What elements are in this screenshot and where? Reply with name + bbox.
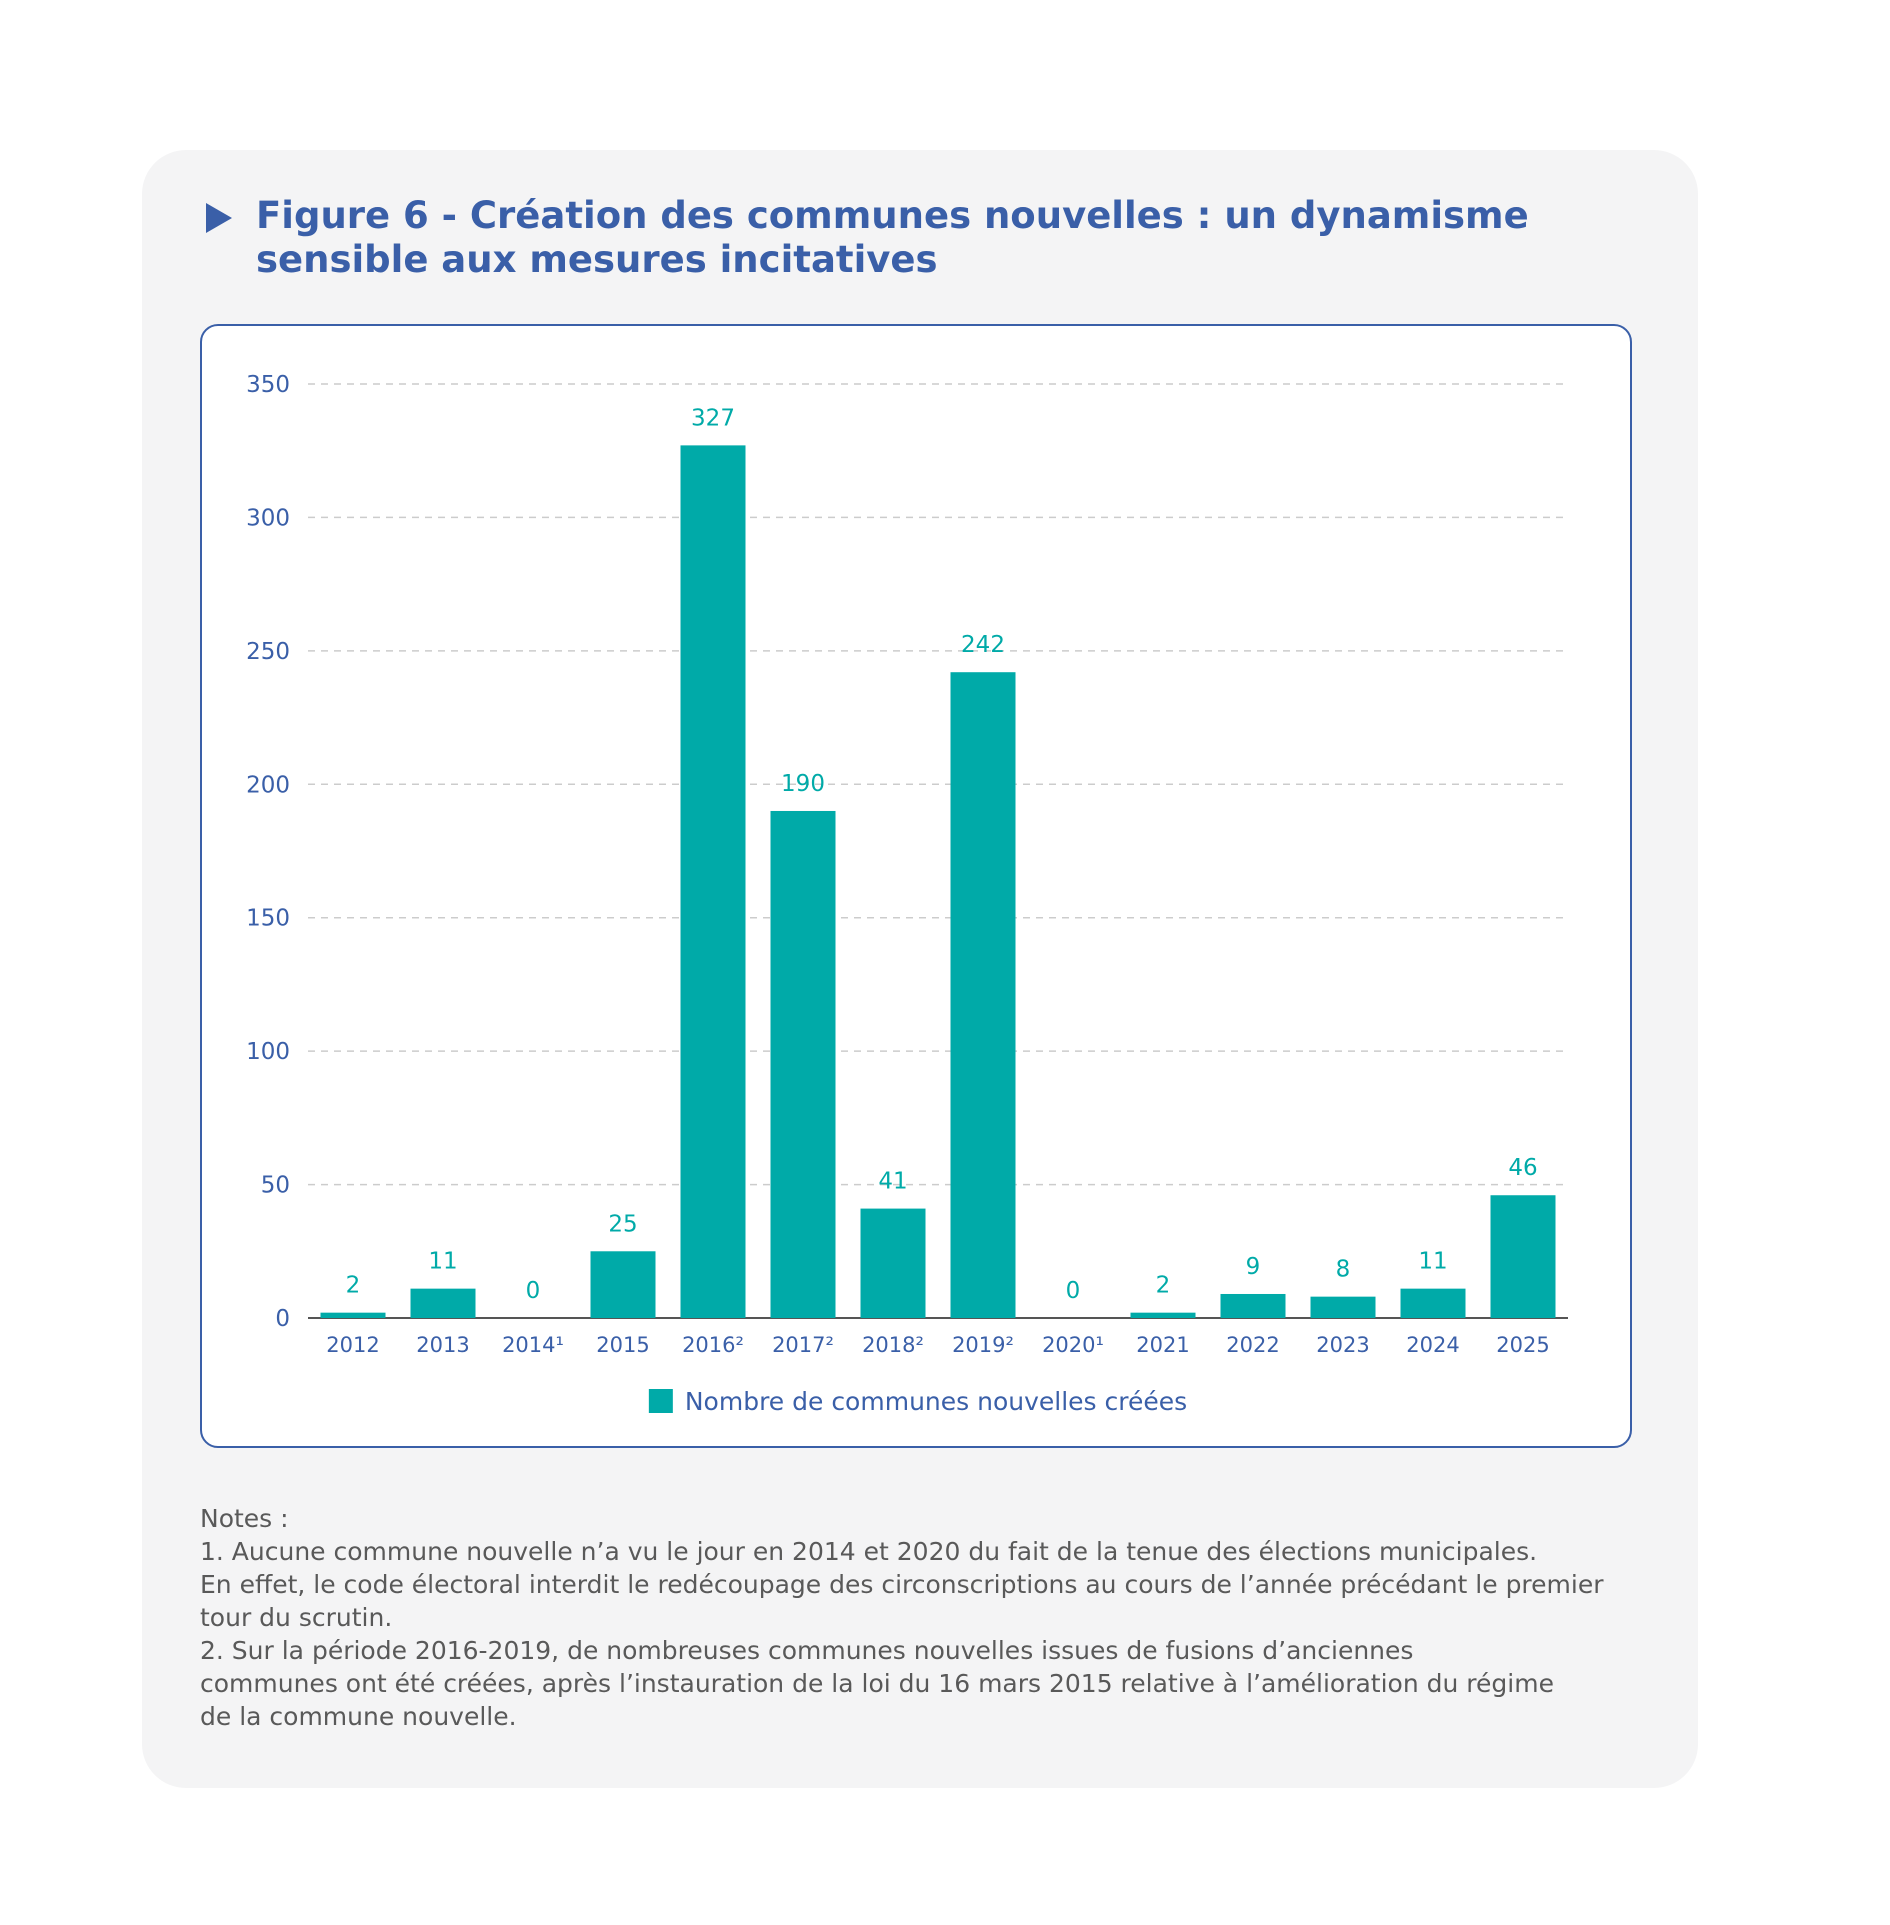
y-tick-label: 100 bbox=[246, 1039, 290, 1065]
bar bbox=[590, 1251, 656, 1318]
x-tick-label: 2022 bbox=[1226, 1333, 1279, 1357]
y-tick-label: 350 bbox=[246, 372, 290, 398]
x-tick-label: 2023 bbox=[1316, 1333, 1369, 1357]
bar bbox=[680, 445, 746, 1318]
bar-chart: 0501001502002503003502201211201302014¹25… bbox=[246, 372, 1568, 1416]
data-label: 2 bbox=[346, 1273, 361, 1299]
note-line: tour du scrutin. bbox=[200, 1603, 393, 1632]
x-tick-label: 2013 bbox=[416, 1333, 469, 1357]
x-tick-label: 2017² bbox=[772, 1333, 834, 1357]
bar bbox=[770, 810, 836, 1318]
x-tick-label: 2020¹ bbox=[1042, 1333, 1104, 1357]
data-label: 11 bbox=[428, 1249, 457, 1275]
data-label: 8 bbox=[1336, 1257, 1351, 1283]
data-label: 327 bbox=[691, 405, 735, 431]
bar bbox=[860, 1208, 926, 1318]
x-tick-label: 2012 bbox=[326, 1333, 379, 1357]
x-tick-label: 2014¹ bbox=[502, 1333, 564, 1357]
note-line: 1. Aucune commune nouvelle n’a vu le jou… bbox=[200, 1537, 1538, 1566]
y-tick-label: 50 bbox=[261, 1173, 290, 1199]
data-label: 0 bbox=[526, 1278, 541, 1304]
note-line: communes ont été créées, après l’instaur… bbox=[200, 1669, 1554, 1698]
data-label: 0 bbox=[1066, 1278, 1081, 1304]
chart-panel: 0 50 100 150 200 250 300 350 2 2012 11 2013 0 2014¹ 25… bbox=[200, 324, 1632, 1448]
bar bbox=[950, 672, 1016, 1318]
y-tick-label: 250 bbox=[246, 639, 290, 665]
play-triangle-icon bbox=[206, 203, 232, 233]
data-label: 2 bbox=[1156, 1273, 1171, 1299]
data-label: 41 bbox=[878, 1169, 907, 1195]
bar bbox=[1130, 1312, 1196, 1318]
bar bbox=[410, 1288, 476, 1318]
bar bbox=[1490, 1195, 1556, 1318]
note-line: En effet, le code électoral interdit le … bbox=[200, 1570, 1604, 1599]
figure-card: Figure 6 - Création des communes nouvell… bbox=[142, 150, 1698, 1788]
data-label: 11 bbox=[1418, 1249, 1447, 1275]
bar bbox=[1220, 1293, 1286, 1318]
data-label: 190 bbox=[781, 771, 825, 797]
data-label: 25 bbox=[608, 1211, 637, 1237]
y-tick-label: 0 bbox=[275, 1306, 290, 1332]
data-label: 46 bbox=[1508, 1155, 1537, 1181]
bar bbox=[1400, 1288, 1466, 1318]
bar bbox=[320, 1312, 386, 1318]
legend-swatch bbox=[648, 1389, 673, 1413]
note-line: de la commune nouvelle. bbox=[200, 1702, 517, 1731]
x-tick-label: 2018² bbox=[862, 1333, 924, 1357]
legend-label: Nombre de communes nouvelles créées bbox=[685, 1387, 1187, 1416]
figure-header: Figure 6 - Création des communes nouvell… bbox=[206, 194, 1666, 282]
data-label: 242 bbox=[961, 632, 1005, 658]
y-tick-label: 200 bbox=[246, 772, 290, 798]
figure-title: Figure 6 - Création des communes nouvell… bbox=[256, 194, 1529, 281]
y-tick-label: 150 bbox=[246, 906, 290, 932]
note-line: 2. Sur la période 2016-2019, de nombreus… bbox=[200, 1636, 1414, 1665]
x-tick-label: 2016² bbox=[682, 1333, 744, 1357]
notes-block: Notes : 1. Aucune commune nouvelle n’a v… bbox=[200, 1502, 1640, 1733]
notes-heading: Notes : bbox=[200, 1504, 289, 1533]
bar bbox=[1310, 1296, 1376, 1318]
x-tick-label: 2021 bbox=[1136, 1333, 1189, 1357]
data-label: 9 bbox=[1246, 1254, 1261, 1280]
y-tick-label: 300 bbox=[246, 505, 290, 531]
x-tick-label: 2019² bbox=[952, 1333, 1014, 1357]
x-tick-label: 2025 bbox=[1496, 1333, 1549, 1357]
x-tick-label: 2015 bbox=[596, 1333, 649, 1357]
x-tick-label: 2024 bbox=[1406, 1333, 1459, 1357]
